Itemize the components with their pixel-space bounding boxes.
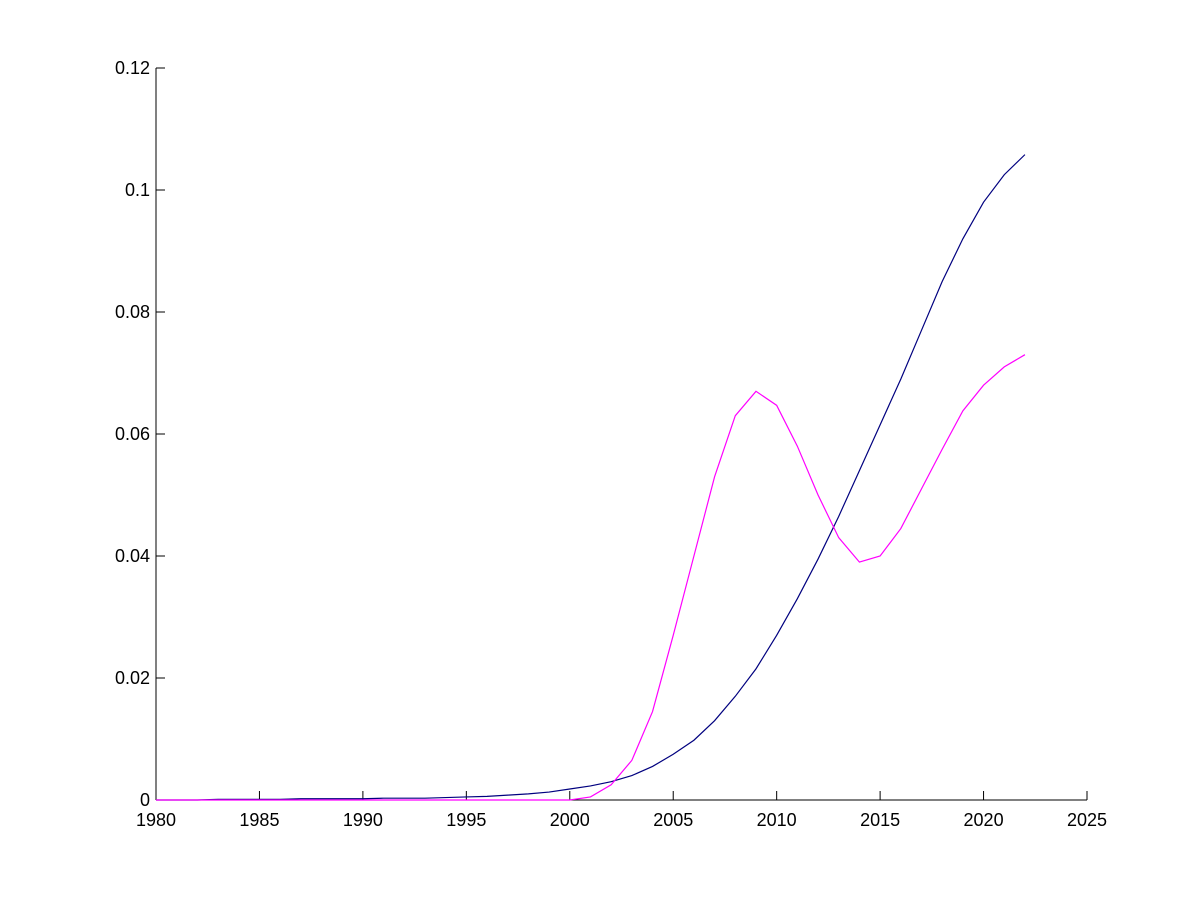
- series-line: [156, 354, 1026, 801]
- x-tick-label: 1995: [446, 810, 486, 830]
- y-tick-label: 0.04: [115, 546, 150, 566]
- x-tick-label: 2025: [1067, 810, 1107, 830]
- series-line: [156, 154, 1026, 801]
- x-tick-label: 2020: [964, 810, 1004, 830]
- y-tick-label: 0.1: [125, 180, 150, 200]
- x-tick-label: 2005: [653, 810, 693, 830]
- x-tick-label: 1990: [343, 810, 383, 830]
- y-tick-label: 0.06: [115, 424, 150, 444]
- x-tick-label: 2000: [550, 810, 590, 830]
- y-tick-label: 0.12: [115, 58, 150, 78]
- x-tick-label: 2010: [757, 810, 797, 830]
- x-tick-label: 1985: [239, 810, 279, 830]
- y-tick-label: 0.08: [115, 302, 150, 322]
- y-tick-label: 0.02: [115, 668, 150, 688]
- x-tick-label: 1980: [136, 810, 176, 830]
- y-tick-label: 0: [140, 790, 150, 810]
- x-tick-label: 2015: [860, 810, 900, 830]
